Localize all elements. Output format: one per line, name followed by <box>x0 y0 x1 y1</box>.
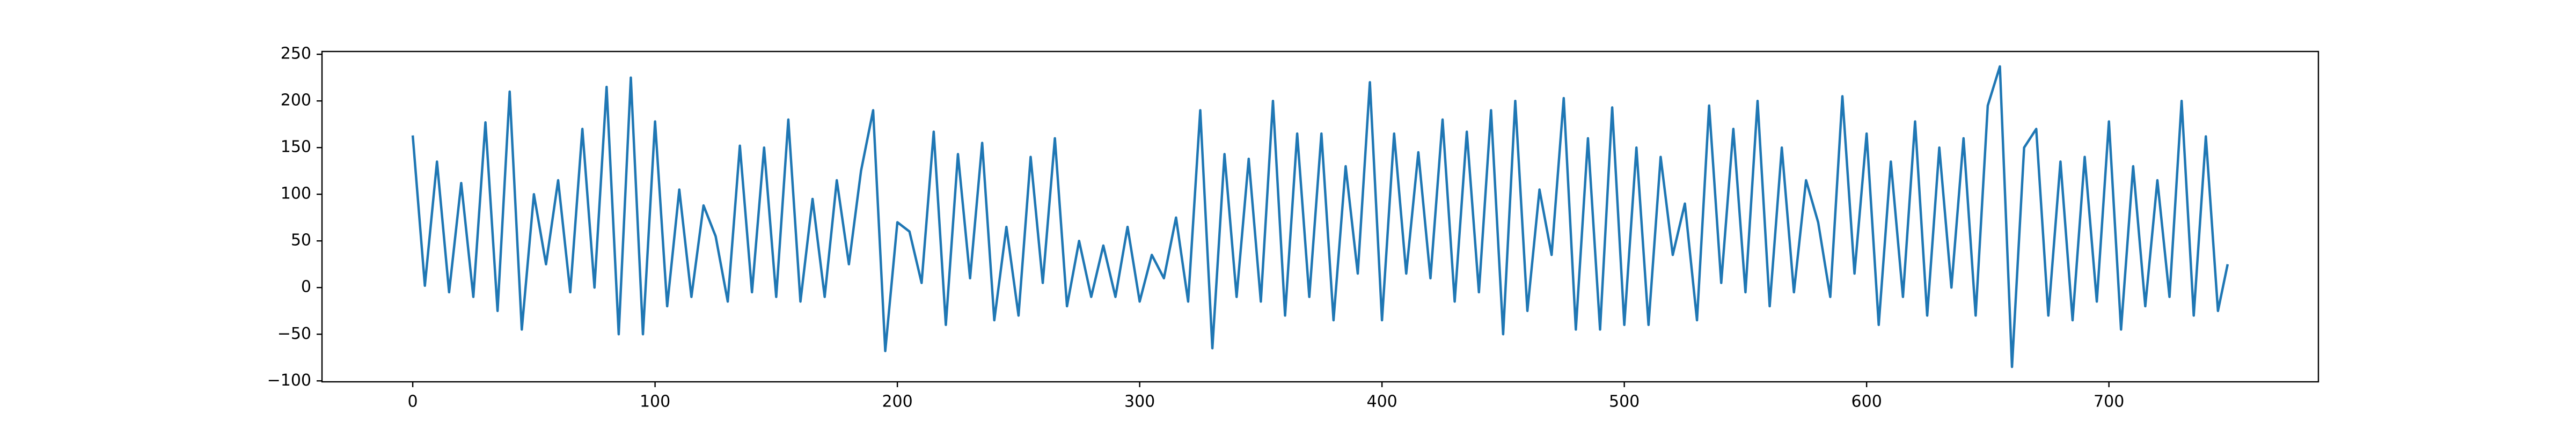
x-tick-label: 200 <box>882 393 912 411</box>
x-tick-label: 600 <box>1851 393 1882 411</box>
y-tick-label: 250 <box>281 45 311 63</box>
y-tick-label: 150 <box>281 138 311 157</box>
plot-frame <box>321 50 2319 383</box>
x-tick-label: 100 <box>640 393 670 411</box>
y-tick-label: 200 <box>281 91 311 110</box>
x-tick-label: 400 <box>1367 393 1397 411</box>
y-tick-label: 0 <box>301 278 311 297</box>
data-line <box>411 65 2229 368</box>
y-tick-label: 100 <box>281 184 311 203</box>
x-tick-label: 0 <box>408 393 418 411</box>
y-tick-label: −100 <box>267 371 311 390</box>
y-tick-label: 50 <box>291 231 311 250</box>
y-tick-label: −50 <box>277 324 311 343</box>
x-tick-label: 300 <box>1124 393 1155 411</box>
x-tick-label: 500 <box>1609 393 1640 411</box>
x-tick-label: 700 <box>2094 393 2124 411</box>
